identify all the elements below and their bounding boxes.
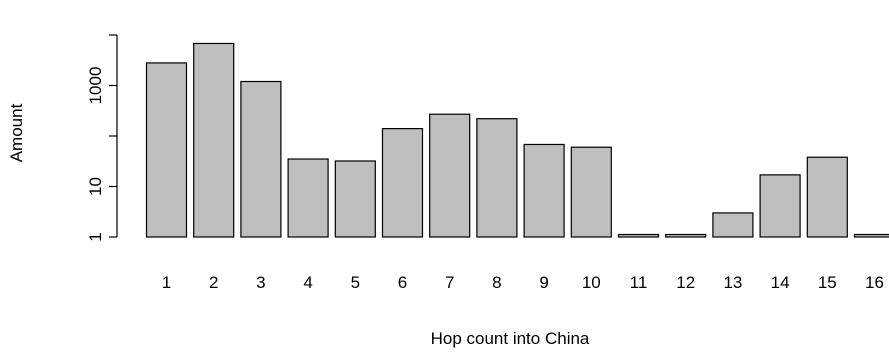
bar-1	[145, 62, 188, 238]
bar-13	[712, 212, 754, 238]
x-tick-label: 6	[398, 273, 407, 292]
y-axis: 1 10 1000	[86, 34, 118, 242]
bar-12	[665, 233, 707, 238]
x-tick-label: 4	[303, 273, 312, 292]
x-tick-label: 16	[865, 273, 884, 292]
bar-16	[853, 233, 889, 238]
bar-2	[193, 42, 235, 238]
x-tick-label: 3	[256, 273, 265, 292]
x-tick-label: 9	[539, 273, 548, 292]
x-tick-labels: 1 2 3 4 5 6 7 8 9 10 11 12 13 14 15 16	[162, 273, 884, 292]
bar-6	[381, 128, 424, 238]
x-tick-label: 12	[676, 273, 695, 292]
x-tick-label: 14	[771, 273, 790, 292]
x-tick-label: 10	[582, 273, 601, 292]
x-tick-label: 15	[818, 273, 837, 292]
x-tick-label: 13	[723, 273, 742, 292]
bar-8	[476, 118, 518, 238]
bar-4	[287, 158, 329, 238]
x-axis-title: Hop count into China	[431, 329, 590, 348]
x-tick-label: 7	[445, 273, 454, 292]
bars-group	[145, 42, 889, 238]
x-tick-label: 11	[630, 273, 648, 292]
bar-14	[759, 174, 801, 238]
y-tick-label: 1000	[86, 67, 105, 105]
bar-11	[617, 233, 660, 238]
y-axis-title: Amount	[7, 103, 26, 162]
bar-3	[240, 80, 282, 238]
bar-10	[570, 146, 612, 238]
bar-15	[806, 156, 848, 238]
x-tick-label: 5	[351, 273, 360, 292]
y-tick-label: 1	[86, 232, 105, 241]
x-tick-label: 8	[492, 273, 501, 292]
x-tick-label: 1	[162, 273, 171, 292]
bar-7	[429, 113, 471, 238]
y-tick-label: 10	[86, 177, 105, 196]
bar-9	[523, 143, 565, 238]
x-tick-label: 2	[209, 273, 218, 292]
bar-5	[334, 160, 376, 238]
